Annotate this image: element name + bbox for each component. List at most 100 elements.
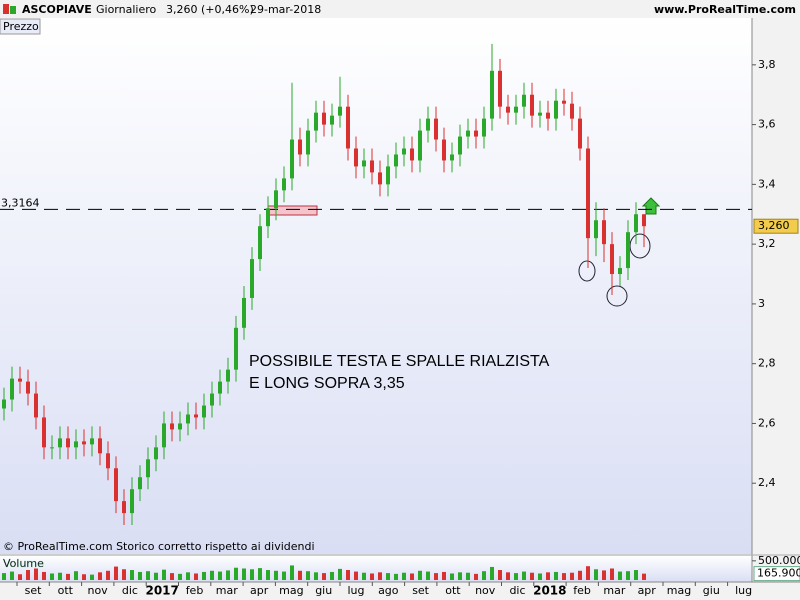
x-tick-label: mag [279, 584, 303, 597]
candle-body [282, 178, 286, 191]
candle-body [274, 190, 278, 209]
y-tick-label: 2,4 [758, 476, 776, 489]
volume-bar [90, 574, 94, 580]
volume-bar [530, 572, 534, 580]
ticker: ASCOPIAVE [22, 3, 92, 16]
volume-bar [138, 571, 142, 580]
candle-body [58, 438, 62, 448]
candle-body [482, 118, 486, 137]
volume-bar [378, 572, 382, 580]
volume-bar [26, 570, 30, 580]
candle-body [18, 378, 22, 382]
volume-bar [162, 569, 166, 580]
volume-bar [322, 573, 326, 580]
candle-body [242, 297, 246, 328]
volume-bar [98, 572, 102, 580]
source: www.ProRealTime.com [654, 3, 796, 16]
candle-body [610, 244, 614, 275]
volume-bar [634, 570, 638, 580]
x-tick-label: lug [347, 584, 364, 597]
circle-marker [578, 260, 596, 282]
volume-bar [266, 570, 270, 580]
candle-body [490, 70, 494, 119]
candle-body [226, 369, 230, 382]
volume-bar [42, 571, 46, 580]
candle-body [10, 378, 14, 400]
volume-bar [290, 565, 294, 580]
annotation: E LONG SOPRA 3,35 [249, 375, 405, 392]
candle-body [586, 148, 590, 239]
candle-body [418, 130, 422, 161]
volume-tag-label: 165.900 [757, 567, 800, 580]
candle-body [338, 106, 342, 116]
volume-bar [338, 568, 342, 580]
volume-bar [106, 570, 110, 580]
candle-body [634, 214, 638, 233]
volume-bar [66, 573, 70, 580]
candle-body [290, 139, 294, 179]
volume-bar [178, 573, 182, 580]
volume-bar [274, 570, 278, 580]
x-tick-label: mar [216, 584, 238, 597]
candle-body [330, 115, 334, 125]
x-tick-label: set [412, 584, 429, 597]
logo-icon [10, 6, 16, 14]
candle-body [122, 501, 126, 514]
candle-body [498, 70, 502, 107]
volume-bar [466, 572, 470, 580]
volume-bar [234, 567, 238, 580]
candle-body [298, 139, 302, 155]
footer: © ProRealTime.com Storico corretto rispe… [3, 540, 315, 553]
level-label: 3,3164 [1, 196, 40, 209]
candle-body [170, 423, 174, 430]
candle-body [210, 393, 214, 406]
candle-body [594, 220, 598, 239]
volume-tick-label: 500.000 [758, 554, 800, 567]
candle-body [202, 405, 206, 418]
candle-body [362, 160, 366, 167]
y-tick-label: 3,8 [758, 58, 776, 71]
panel-label: Prezzo [3, 20, 39, 33]
x-tick-label: nov [87, 584, 108, 597]
volume-bar [186, 572, 190, 580]
volume-bar [114, 566, 118, 580]
x-tick-label: dic [122, 584, 138, 597]
x-tick-label: apr [250, 584, 269, 597]
volume-bar [74, 571, 78, 580]
candle-body [354, 148, 358, 167]
x-tick-label: feb [186, 584, 204, 597]
volume-bar [258, 568, 262, 580]
candle-body [474, 130, 478, 137]
candle-body [138, 477, 142, 490]
candle-body [522, 94, 526, 107]
candle-body [162, 423, 166, 448]
candle-body [434, 118, 438, 140]
candle-body [322, 112, 326, 125]
candle-body [178, 423, 182, 430]
candle-body [458, 136, 462, 155]
volume-bar [514, 573, 518, 580]
candle-body [306, 130, 310, 155]
volume-bar [210, 570, 214, 580]
volume-bar [602, 570, 606, 580]
candle-body [98, 438, 102, 454]
candle-body [74, 441, 78, 448]
volume-bar [2, 573, 6, 580]
candle-body [314, 112, 318, 131]
x-tick-label: mag [667, 584, 691, 597]
volume-bar [506, 572, 510, 580]
volume-bar [570, 572, 574, 580]
x-tick-label: giu [703, 584, 720, 597]
volume-bar [386, 573, 390, 580]
candle-body [450, 154, 454, 161]
period: Giornaliero [96, 3, 157, 16]
candle-body [570, 103, 574, 119]
candle-body [370, 160, 374, 173]
volume-bar [82, 574, 86, 580]
x-tick-label: nov [475, 584, 496, 597]
candle-body [538, 112, 542, 116]
volume-bar [362, 572, 366, 580]
volume-bar [490, 566, 494, 580]
candle-body [66, 438, 70, 448]
candle-body [578, 118, 582, 149]
